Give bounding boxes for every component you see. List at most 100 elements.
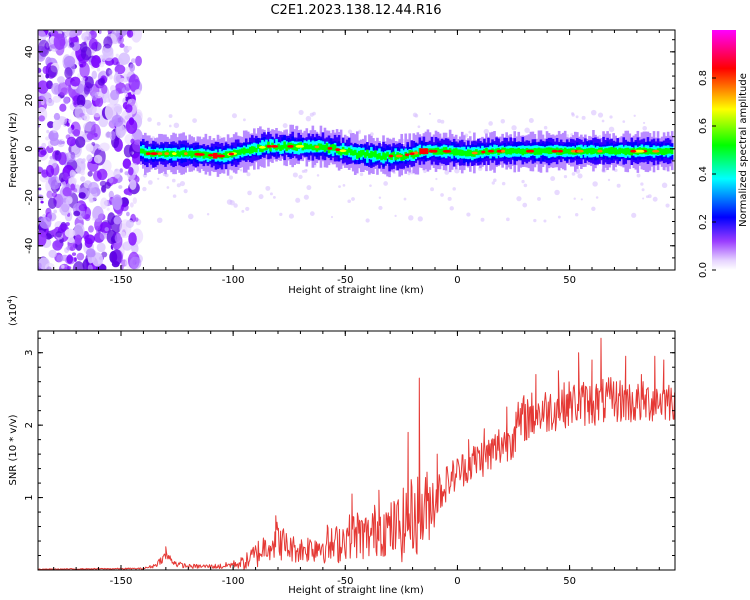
noise-blob — [88, 225, 94, 233]
noise-speck — [292, 172, 298, 178]
noise-speck — [501, 181, 506, 186]
noise-blob — [48, 130, 59, 142]
noise-speck — [351, 197, 355, 201]
signal-hotspot — [145, 152, 151, 156]
x-tick-label: -100 — [222, 576, 245, 587]
noise-blob — [82, 231, 90, 240]
noise-blob — [99, 142, 110, 152]
noise-blob — [125, 104, 133, 113]
noise-blob — [115, 123, 126, 139]
noise-blob — [73, 222, 85, 239]
noise-blob — [71, 252, 77, 256]
noise-speck — [359, 172, 364, 177]
signal-band-cell — [533, 148, 537, 156]
noise-blob — [120, 203, 129, 212]
noise-speck — [330, 215, 334, 219]
noise-blob — [52, 95, 61, 103]
noise-speck — [303, 194, 309, 200]
signal-band-cell — [162, 150, 165, 156]
noise-blob — [62, 186, 72, 197]
signal-band-cell — [180, 150, 183, 156]
colorbar-tick-label: 0.6 — [698, 118, 709, 134]
noise-speck — [282, 123, 288, 129]
signal-hotspot — [197, 153, 205, 156]
noise-blob — [86, 154, 93, 163]
signal-band-cell — [392, 152, 395, 162]
signal-band-cell — [301, 145, 305, 151]
signal-band-cell — [242, 147, 246, 155]
noise-blob — [104, 227, 109, 232]
noise-blob — [91, 91, 98, 101]
signal-band-cell — [384, 153, 387, 161]
noise-speck — [403, 197, 407, 201]
noise-blob — [73, 210, 81, 217]
noise-blob — [38, 230, 47, 247]
noise-blob — [119, 264, 124, 270]
noise-blob — [80, 176, 86, 182]
signal-band-cell — [204, 151, 208, 158]
noise-speck — [347, 129, 353, 134]
noise-blob — [64, 228, 76, 238]
signal-band-cell — [584, 148, 587, 154]
signal-hotspot — [228, 152, 235, 156]
signal-hotspot — [551, 149, 559, 153]
noise-blob — [128, 117, 135, 126]
signal-hotspot — [525, 149, 532, 153]
signal-hotspot — [217, 154, 226, 158]
noise-blob — [126, 30, 134, 38]
noise-blob — [108, 177, 114, 184]
noise-blob — [123, 144, 133, 158]
signal-band-cell — [436, 147, 440, 155]
noise-blob — [70, 76, 81, 87]
signal-band-cell — [648, 148, 652, 154]
signal-band-cell — [592, 148, 595, 155]
noise-blob — [117, 35, 124, 44]
signal-band-cell — [186, 151, 190, 157]
signal-hotspot — [409, 152, 415, 156]
noise-speck — [554, 189, 560, 196]
colorbar-tick-label: 0.0 — [698, 262, 709, 278]
noise-speck — [288, 213, 294, 219]
signal-band-cell — [666, 148, 670, 154]
signal-hotspot — [314, 145, 320, 149]
signal-band-cell — [493, 149, 496, 154]
signal-band-cell — [662, 148, 666, 156]
noise-speck — [521, 179, 525, 184]
noise-blob — [110, 89, 120, 101]
noise-blob — [45, 136, 50, 141]
noise-speck — [590, 109, 597, 116]
signal-band-cell — [315, 145, 319, 152]
signal-hotspot — [471, 151, 478, 155]
noise-blob — [128, 232, 137, 246]
noise-speck — [164, 173, 169, 178]
noise-speck — [172, 194, 177, 198]
noise-blob — [78, 203, 88, 212]
noise-speck — [523, 183, 528, 188]
signal-band-cell — [616, 149, 619, 155]
noise-blob — [130, 138, 135, 144]
noise-blob — [102, 159, 112, 172]
noise-blob — [42, 65, 50, 75]
noise-blob — [126, 211, 130, 217]
noise-blob — [87, 171, 93, 177]
noise-speck — [447, 196, 452, 201]
signal-band-cell — [602, 149, 605, 154]
noise-blob — [129, 256, 142, 270]
noise-speck — [187, 213, 194, 220]
noise-blob — [59, 103, 67, 112]
noise-speck — [156, 217, 163, 224]
signal-band-cell — [355, 152, 359, 159]
noise-blob — [130, 58, 136, 64]
noise-blob — [61, 180, 66, 188]
noise-speck — [522, 202, 528, 208]
noise-blob — [65, 222, 70, 226]
signal-band-cell — [386, 151, 389, 157]
signal-band-cell — [620, 148, 624, 154]
noise-speck — [466, 212, 471, 217]
signal-band-cell — [251, 146, 254, 154]
noise-speck — [665, 203, 670, 208]
y-tick-label: 1 — [24, 494, 35, 500]
noise-blob — [87, 264, 93, 270]
signal-band-cell — [380, 155, 383, 161]
